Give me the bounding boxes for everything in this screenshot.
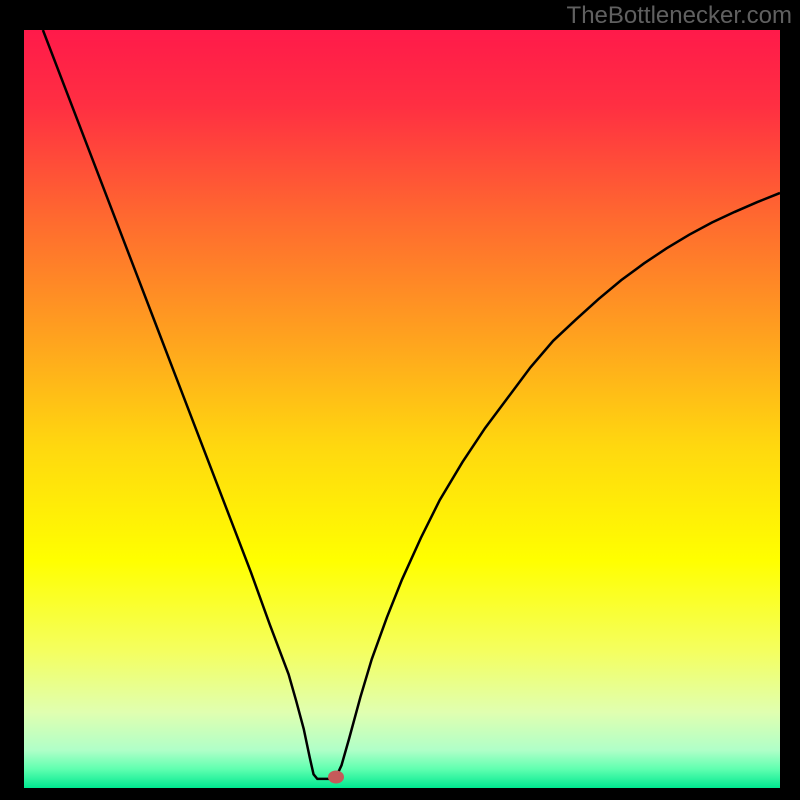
plot-area	[24, 30, 780, 788]
bottleneck-curve	[24, 30, 780, 788]
chart-container: TheBottlenecker.com	[0, 0, 800, 800]
watermark-text: TheBottlenecker.com	[567, 2, 792, 30]
curve-path	[43, 30, 780, 779]
optimum-marker	[328, 770, 344, 783]
